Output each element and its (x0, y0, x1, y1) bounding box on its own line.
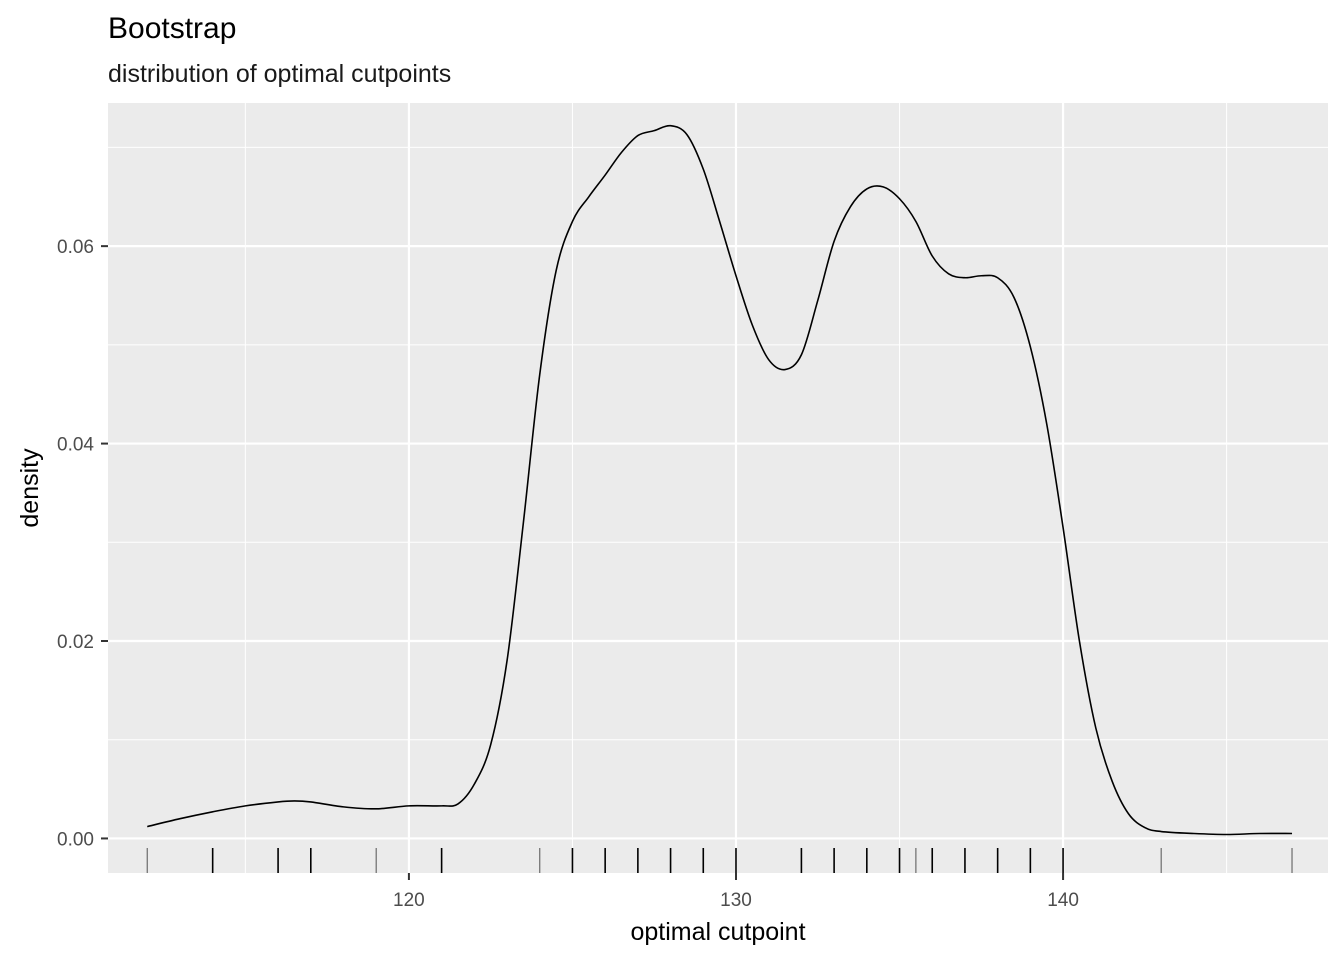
y-tick-label: 0.06 (57, 237, 94, 258)
x-tick-label: 140 (1047, 890, 1079, 911)
y-tick-label: 0.02 (57, 632, 94, 653)
rug-marks (146, 848, 1293, 873)
x-tick-label: 130 (720, 890, 752, 911)
x-axis-title: optimal cutpoint (630, 918, 805, 946)
plot-panel (108, 103, 1328, 873)
minor-gridlines (108, 103, 1328, 873)
major-gridlines (108, 103, 1328, 873)
y-axis: 0.00 0.02 0.04 0.06 (57, 237, 108, 850)
y-tick-label: 0.04 (57, 435, 94, 456)
y-axis-title: density (16, 448, 44, 528)
x-axis: 120 130 140 (393, 873, 1079, 911)
chart-subtitle: distribution of optimal cutpoints (108, 60, 452, 88)
density-curve (147, 124, 1293, 836)
chart-title: Bootstrap (108, 12, 237, 45)
x-tick-label: 120 (393, 890, 425, 911)
y-tick-label: 0.00 (57, 829, 94, 850)
